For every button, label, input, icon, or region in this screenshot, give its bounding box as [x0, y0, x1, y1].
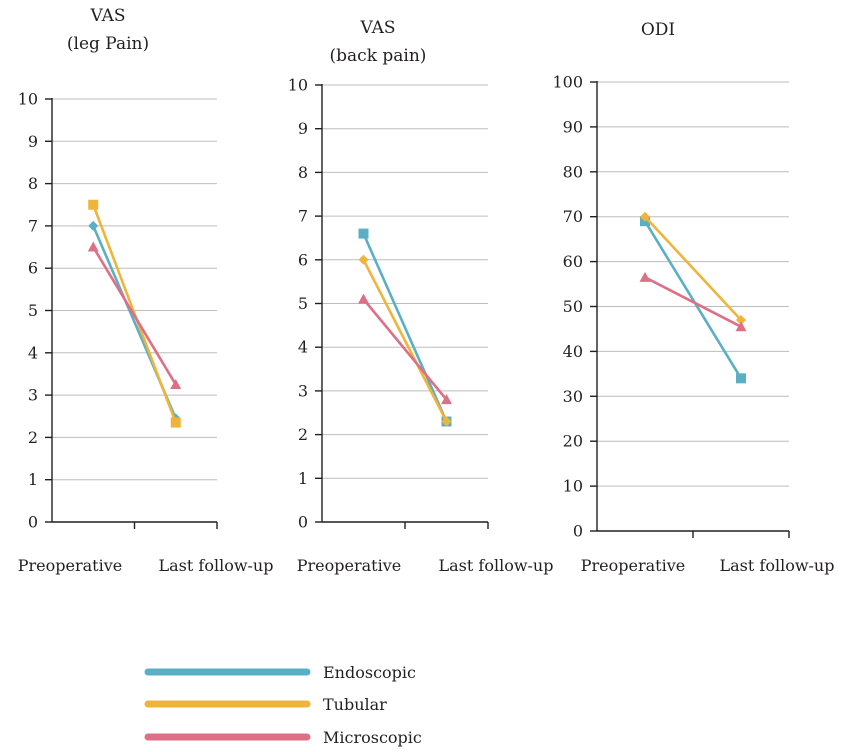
y-tick-label: 60 [563, 252, 583, 271]
y-tick-label: 100 [552, 73, 583, 92]
x-tick-label: Preoperative [297, 556, 401, 575]
y-tick-label: 0 [573, 522, 583, 541]
y-tick-label: 6 [298, 250, 308, 269]
y-tick-label: 10 [288, 76, 308, 95]
data-point-microscopic [170, 379, 182, 390]
data-point-endoscopic [358, 228, 369, 239]
data-point-microscopic [735, 321, 747, 332]
y-tick-label: 3 [28, 386, 38, 405]
y-tick-label: 3 [298, 381, 308, 400]
chart-title-line: ODI [641, 20, 675, 40]
legend: Endoscopic Tubular Microscopic [144, 663, 422, 747]
series-line-microscopic [92, 246, 177, 386]
chart-title-line: (back pain) [330, 46, 427, 66]
data-point-microscopic [87, 241, 99, 252]
y-tick-label: 0 [298, 513, 308, 532]
legend-label: Microscopic [323, 728, 422, 747]
data-point-microscopic [441, 394, 452, 405]
y-tick-label: 10 [563, 477, 583, 496]
series-line-endoscopic [643, 220, 743, 380]
series-line-microscopic [362, 298, 448, 401]
y-tick-label: 2 [298, 425, 308, 444]
data-point-microscopic [639, 271, 651, 282]
y-tick-label: 8 [298, 163, 308, 182]
data-point-microscopic [358, 293, 369, 304]
series-line-tubular [362, 259, 448, 423]
y-tick-label: 1 [28, 470, 38, 489]
chart-title-line: (leg Pain) [67, 34, 149, 54]
legend-label: Endoscopic [323, 663, 416, 682]
y-tick-label: 4 [28, 343, 38, 362]
chart-title-line: VAS [89, 6, 125, 26]
y-tick-label: 40 [563, 342, 583, 361]
x-tick-label: Last follow-up [720, 556, 835, 575]
data-point-tubular [88, 199, 99, 210]
chart-panel-3: ODI 0 10 20 30 40 50 60 70 80 90 100 Preoperative Las… [552, 20, 834, 575]
y-tick-label: 50 [563, 297, 583, 316]
y-tick-label: 9 [28, 132, 38, 151]
y-tick-label: 5 [28, 301, 38, 320]
data-point-endoscopic [736, 373, 746, 384]
y-tick-label: 4 [298, 338, 308, 357]
y-tick-label: 80 [563, 162, 583, 181]
series-line-tubular [644, 215, 742, 321]
y-tick-label: 7 [28, 216, 38, 235]
y-tick-label: 8 [28, 174, 38, 193]
y-tick-label: 30 [563, 387, 583, 406]
y-tick-label: 20 [563, 432, 583, 451]
x-tick-label: Last follow-up [439, 556, 554, 575]
x-tick-label: Preoperative [18, 556, 122, 575]
y-tick-label: 10 [18, 90, 38, 109]
data-point-endoscopic [88, 220, 99, 231]
y-tick-label: 9 [298, 119, 308, 138]
y-tick-label: 1 [298, 469, 308, 488]
series-line-endoscopic [362, 233, 448, 423]
y-tick-label: 70 [563, 207, 583, 226]
legend-label: Tubular [323, 695, 387, 714]
chart-panel-1: VAS (leg Pain) 0 1 2 3 4 5 6 7 8 9 10 Preoperative Las… [18, 6, 274, 575]
y-tick-label: 90 [563, 117, 583, 136]
chart-title-line: VAS [359, 18, 395, 38]
data-point-tubular [170, 417, 181, 428]
data-point-tubular [640, 211, 650, 222]
data-point-tubular [358, 254, 369, 265]
x-tick-label: Preoperative [581, 556, 685, 575]
data-point-tubular [441, 416, 452, 427]
y-tick-label: 2 [28, 428, 38, 447]
data-point-tubular [736, 314, 746, 325]
y-tick-label: 5 [298, 294, 308, 313]
y-tick-label: 7 [298, 207, 308, 226]
chart-panel-2: VAS (back pain) 0 1 2 3 4 5 6 7 8 9 10 Preoperative La… [288, 18, 554, 575]
y-tick-label: 6 [28, 259, 38, 278]
x-tick-label: Last follow-up [159, 556, 274, 575]
y-tick-label: 0 [28, 513, 38, 532]
series-line-microscopic [644, 276, 742, 328]
